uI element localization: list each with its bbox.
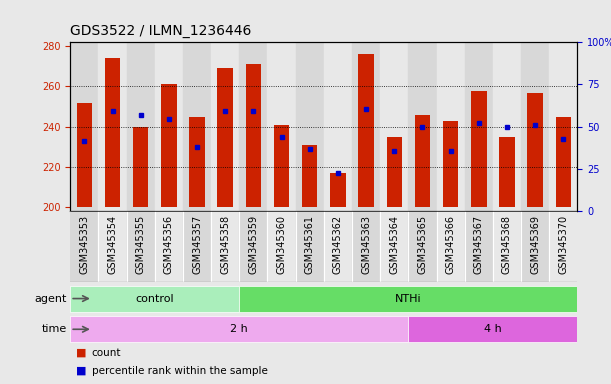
Bar — [380, 211, 408, 282]
FancyBboxPatch shape — [70, 316, 408, 342]
Text: GSM345369: GSM345369 — [530, 215, 540, 274]
Text: GSM345370: GSM345370 — [558, 215, 568, 274]
Bar — [268, 42, 296, 211]
Text: GSM345366: GSM345366 — [445, 215, 456, 274]
FancyBboxPatch shape — [70, 286, 240, 311]
Bar — [70, 42, 98, 211]
Bar — [408, 42, 436, 211]
Bar — [549, 211, 577, 282]
Text: GSM345365: GSM345365 — [417, 215, 428, 274]
Bar — [133, 127, 148, 207]
Bar — [324, 211, 352, 282]
Bar — [155, 211, 183, 282]
Bar — [246, 65, 261, 207]
Bar — [549, 42, 577, 211]
Bar — [471, 91, 486, 207]
Text: agent: agent — [35, 293, 67, 304]
Bar — [296, 211, 324, 282]
Bar — [302, 145, 318, 207]
Text: GSM345362: GSM345362 — [333, 215, 343, 274]
Bar — [493, 211, 521, 282]
Bar — [155, 42, 183, 211]
Text: GSM345360: GSM345360 — [277, 215, 287, 274]
Text: 2 h: 2 h — [230, 324, 248, 334]
Text: GSM345355: GSM345355 — [136, 215, 145, 274]
Bar — [324, 42, 352, 211]
Bar — [443, 121, 458, 207]
Bar — [415, 115, 430, 207]
Text: GDS3522 / ILMN_1236446: GDS3522 / ILMN_1236446 — [70, 25, 252, 38]
Bar — [211, 211, 240, 282]
Bar — [189, 117, 205, 207]
Bar — [521, 42, 549, 211]
Text: GSM345356: GSM345356 — [164, 215, 174, 274]
Bar — [183, 42, 211, 211]
Bar — [98, 211, 126, 282]
Bar — [408, 211, 436, 282]
Bar — [274, 125, 290, 207]
FancyBboxPatch shape — [240, 286, 577, 311]
Bar — [76, 103, 92, 207]
Text: 4 h: 4 h — [484, 324, 502, 334]
FancyBboxPatch shape — [408, 316, 577, 342]
Bar — [436, 42, 465, 211]
Text: control: control — [136, 293, 174, 304]
Bar — [183, 211, 211, 282]
Text: GSM345368: GSM345368 — [502, 215, 512, 274]
Bar — [521, 211, 549, 282]
Bar — [126, 211, 155, 282]
Bar — [296, 42, 324, 211]
Bar — [465, 42, 493, 211]
Bar — [493, 42, 521, 211]
Text: GSM345354: GSM345354 — [108, 215, 117, 274]
Bar — [211, 42, 240, 211]
Text: ■: ■ — [76, 348, 87, 358]
Text: GSM345357: GSM345357 — [192, 215, 202, 274]
Bar — [499, 137, 514, 207]
Bar — [126, 42, 155, 211]
Bar — [387, 137, 402, 207]
Text: count: count — [92, 348, 121, 358]
Text: time: time — [42, 324, 67, 334]
Text: GSM345359: GSM345359 — [249, 215, 258, 274]
Bar — [268, 211, 296, 282]
Bar — [218, 68, 233, 207]
Text: GSM345353: GSM345353 — [79, 215, 89, 274]
Bar — [358, 54, 374, 207]
Bar — [330, 173, 346, 207]
Bar — [240, 42, 268, 211]
Text: percentile rank within the sample: percentile rank within the sample — [92, 366, 268, 376]
Bar — [240, 211, 268, 282]
Bar — [161, 84, 177, 207]
Bar — [380, 42, 408, 211]
Bar — [352, 42, 380, 211]
Bar — [527, 93, 543, 207]
Text: ■: ■ — [76, 366, 87, 376]
Bar — [104, 58, 120, 207]
Bar — [436, 211, 465, 282]
Text: NTHi: NTHi — [395, 293, 422, 304]
Text: GSM345364: GSM345364 — [389, 215, 399, 274]
Text: GSM345363: GSM345363 — [361, 215, 371, 274]
Text: GSM345358: GSM345358 — [220, 215, 230, 274]
Bar — [465, 211, 493, 282]
Bar — [352, 211, 380, 282]
Bar — [70, 211, 98, 282]
Bar — [98, 42, 126, 211]
Text: GSM345361: GSM345361 — [305, 215, 315, 274]
Bar — [555, 117, 571, 207]
Text: GSM345367: GSM345367 — [474, 215, 484, 274]
